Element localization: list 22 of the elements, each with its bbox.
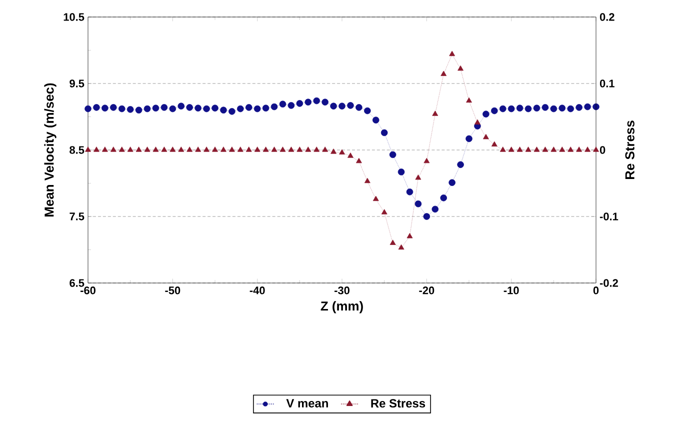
x-tick-label: -30 <box>334 286 350 294</box>
y2-tick-label: -0.2 <box>600 279 618 287</box>
legend-label: Re Stress <box>371 399 426 408</box>
y-tick-label: 8.5 <box>70 146 84 154</box>
x-tick-label: -10 <box>504 286 519 294</box>
y2-tick-label: -0.1 <box>600 212 618 220</box>
x-tick-label: -20 <box>419 286 434 294</box>
y-tick-label: 7.5 <box>70 212 84 220</box>
x-tick-label: 0 <box>593 286 599 294</box>
x-tick-label: -60 <box>80 286 96 294</box>
y-tick-label: 6.5 <box>70 279 84 287</box>
x-tick-label: -50 <box>165 286 180 294</box>
legend-label: V mean <box>286 399 328 408</box>
x-tick-label: -40 <box>250 286 265 294</box>
y2-tick-label: 0 <box>600 146 606 154</box>
y2-axis-title: Re Stress <box>625 120 634 180</box>
y2-tick-label: 0.1 <box>600 80 614 88</box>
x-axis-title: Z (mm) <box>320 301 363 314</box>
y-tick-label: 9.5 <box>70 80 84 88</box>
y-axis-title: Mean Velocity (m/sec) <box>44 83 56 216</box>
y-tick-label: 10.5 <box>64 13 84 21</box>
y2-tick-label: 0.2 <box>600 13 614 21</box>
